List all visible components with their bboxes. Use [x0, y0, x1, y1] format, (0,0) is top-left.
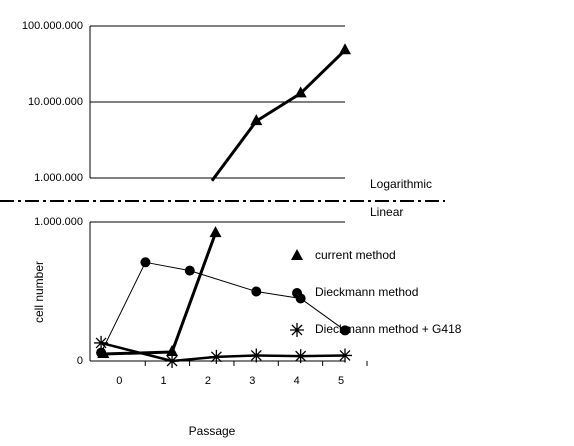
marker [209, 349, 224, 364]
marker [293, 349, 308, 364]
y-tick-label: 100.000.000 [22, 20, 83, 32]
marker [340, 325, 350, 336]
x-tick-label: 2 [205, 375, 211, 387]
y-tick-label: 1.000.000 [34, 216, 83, 228]
legend-marker [290, 323, 304, 337]
x-tick-label: 5 [338, 375, 344, 387]
marker [250, 114, 263, 126]
marker [166, 344, 179, 356]
marker [184, 265, 195, 276]
marker [140, 257, 151, 268]
y-tick-label: 10.000.000 [28, 96, 83, 108]
marker [249, 348, 264, 363]
marker [165, 354, 180, 368]
series-line [103, 232, 217, 356]
marker [251, 286, 262, 297]
x-axis-label: Passage [189, 424, 236, 438]
y-axis-label: cell number [32, 261, 46, 323]
legend-label: Dieckmann method + G418 [315, 322, 462, 336]
legend-marker [292, 288, 302, 298]
x-tick-label: 1 [161, 375, 167, 387]
marker [96, 347, 107, 358]
marker [338, 348, 352, 363]
series-line [210, 49, 347, 182]
marker [209, 226, 222, 238]
x-tick-label: 4 [294, 375, 300, 387]
y-tick-label: 1.000.000 [34, 172, 83, 184]
series-line [100, 341, 346, 363]
legend-label: current method [315, 248, 396, 262]
series-line [100, 261, 346, 353]
marker [94, 335, 109, 350]
x-tick-label: 3 [249, 375, 255, 387]
marker [339, 43, 351, 55]
x-tick-label: 0 [116, 375, 122, 387]
marker [294, 86, 307, 98]
legend-label: Dieckmann method [315, 285, 418, 299]
legend-marker [291, 249, 303, 260]
annotation: Logarithmic [370, 177, 432, 191]
y-tick-label: 0 [77, 355, 83, 367]
annotation: Linear [370, 205, 403, 219]
